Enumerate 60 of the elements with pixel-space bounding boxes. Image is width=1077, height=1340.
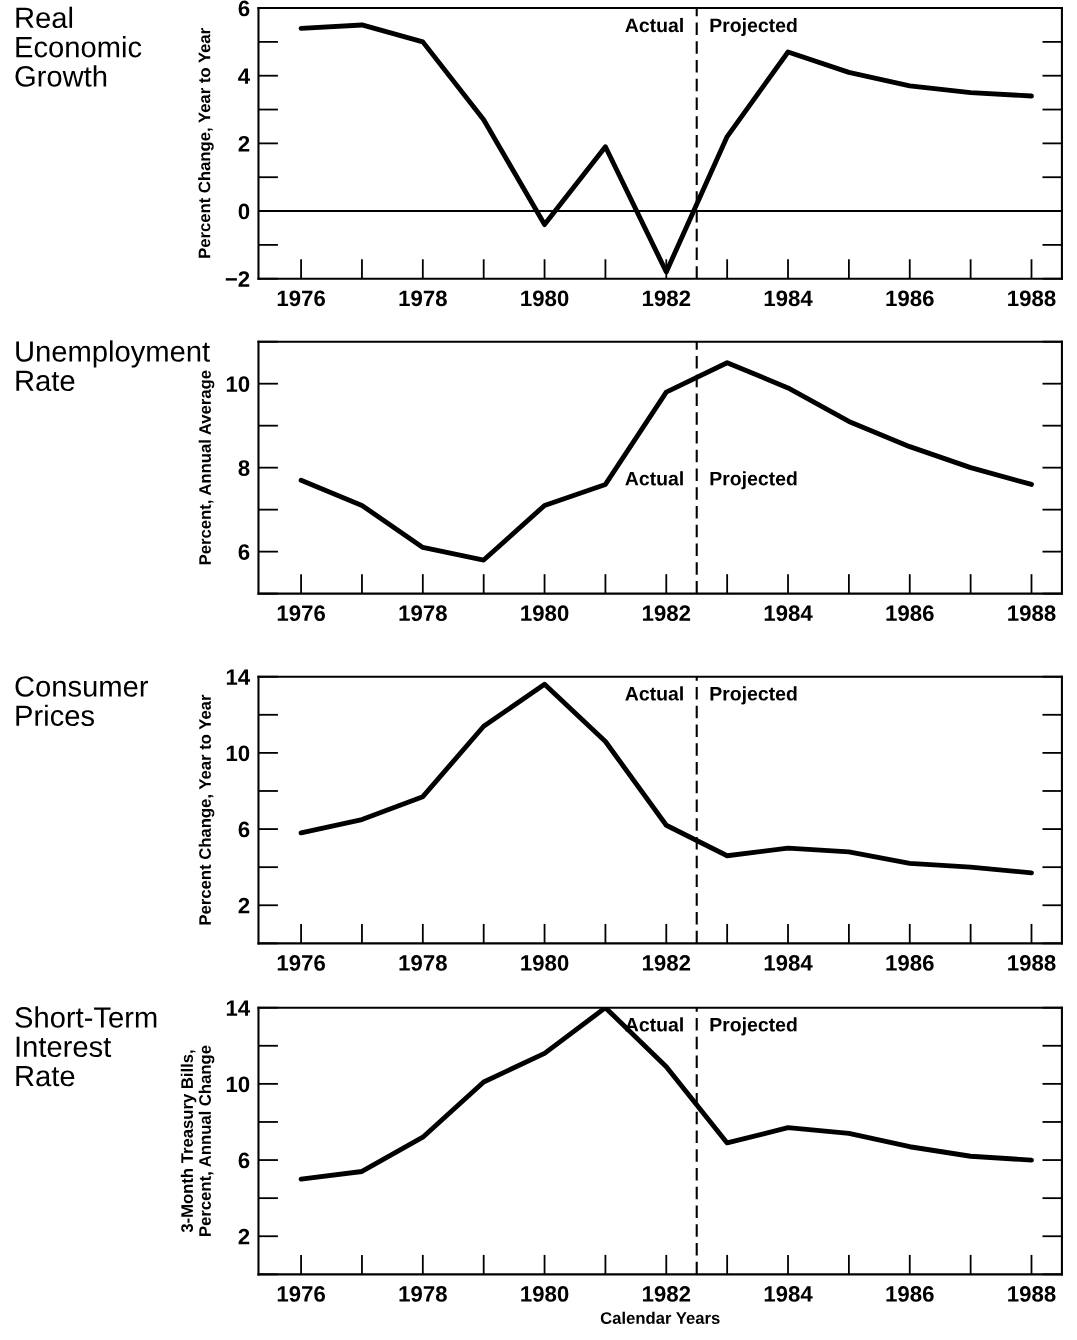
x-tick-label: 1984 [764,955,813,971]
x-tick-label: 1976 [277,1286,325,1302]
x-tick-label: 1976 [277,290,325,307]
annotation: Projected [710,471,797,490]
x-tick-label: 1976 [277,605,325,622]
x-tick-label: 1986 [886,290,934,307]
x-tick-label: 1988 [1008,1286,1056,1302]
x-tick-label: 1984 [764,1286,813,1302]
x-tick-label: 1988 [1008,290,1056,307]
x-tick-label: 1980 [521,955,569,971]
x-tick-label: 1978 [399,290,447,307]
y-tick-label: 6 [238,821,250,838]
y-tick-label: 4 [238,68,251,84]
x-tick-label: 1986 [886,955,934,971]
x-tick-label: 1982 [642,290,691,307]
x-tick-label: 1982 [642,955,691,971]
y-tick-label: 2 [238,1228,250,1245]
x-tick-label: 1976 [277,955,325,971]
annotation: Projected [710,686,797,705]
x-axis-title: Calendar Years [600,1311,720,1324]
x-tick-label: 1986 [886,1286,934,1302]
y-axis-title: Percent Change, Year to Year [198,694,215,925]
text: Real Economic Growth [15,6,142,87]
annotation: Actual [625,471,683,486]
chart-title: Consumer Prices [15,676,149,727]
x-tick-label: 1982 [642,1286,691,1302]
y-tick-label: 6 [238,1152,250,1169]
y-tick-label: 10 [226,1076,250,1093]
y-tick-label: 10 [226,745,250,762]
annotation: Actual [625,1017,683,1032]
x-tick-label: 1980 [521,605,569,622]
y-axis-title: Percent Change, Year to Year [198,28,214,258]
x-tick-label: 1980 [521,1286,569,1302]
y-tick-label: 14 [226,1000,251,1016]
y-axis-title: Percent, Annual Average [198,370,215,565]
y-axis-title: 3-Month Treasury Bills, Percent, Annual Change [180,1045,215,1236]
x-tick-label: 1984 [764,290,813,307]
y-tick-label: 2 [238,897,250,914]
annotation: Actual [625,686,683,701]
x-tick-label: 1984 [764,605,813,622]
y-tick-label: 6 [238,0,250,17]
y-tick-label: 0 [238,203,250,220]
y-tick-label: 2 [238,135,250,152]
x-tick-label: 1980 [521,290,569,307]
x-tick-label: 1978 [399,955,447,971]
y-tick-label: 14 [226,669,251,685]
x-tick-label: 1978 [399,605,447,622]
annotation: Projected [710,17,797,37]
annotation: Projected [710,1017,797,1036]
x-tick-label: 1986 [886,605,934,622]
y-tick-label: −2 [225,271,250,287]
annotation: Actual [625,17,683,33]
y-tick-label: 8 [238,460,250,476]
y-tick-label: 6 [238,544,250,560]
x-tick-label: 1988 [1008,955,1056,971]
x-tick-label: 1978 [399,1286,447,1302]
x-tick-label: 1982 [642,605,691,622]
x-tick-label: 1988 [1008,605,1056,622]
text: Short-Term Interest Rate [15,1006,157,1087]
y-tick-label: 10 [226,376,250,392]
